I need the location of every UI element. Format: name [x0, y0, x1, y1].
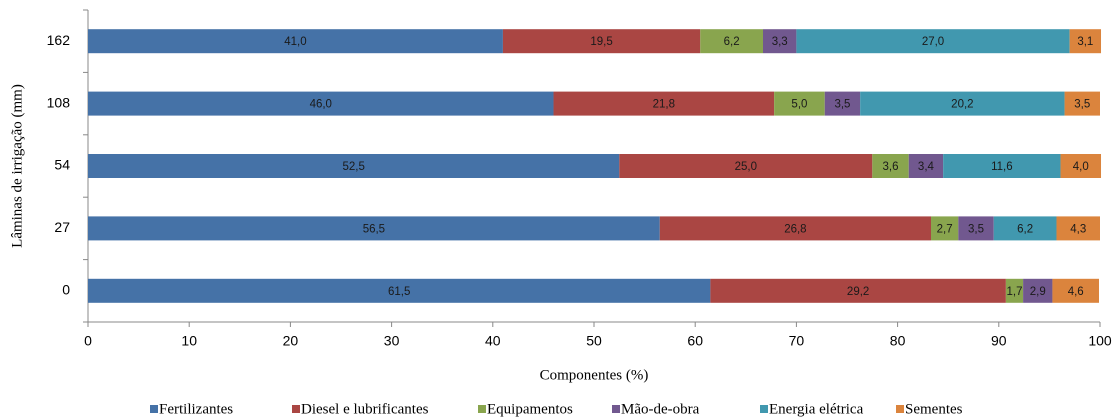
bar-segment: [700, 29, 764, 54]
value-label: 29,2: [847, 286, 869, 298]
value-label: 6,2: [1017, 223, 1033, 235]
bar-segment: [1064, 91, 1100, 116]
value-label: 41,0: [284, 36, 306, 48]
value-label: 20,2: [951, 99, 973, 111]
value-label: 56,5: [363, 223, 385, 235]
legend-swatch: [292, 405, 300, 413]
bar-segment: [710, 278, 1006, 303]
bar-segment: [908, 154, 944, 178]
value-label: 3,3: [772, 36, 788, 48]
bar-segment: [774, 91, 825, 116]
value-label: 2,7: [937, 223, 953, 235]
bar-segment: [659, 216, 931, 241]
bar-segment: [88, 29, 503, 54]
bar-segment: [619, 154, 873, 178]
x-tick-label: 30: [384, 333, 400, 349]
bar-segment: [88, 91, 554, 116]
legend-swatch: [760, 405, 768, 413]
value-label: 6,2: [724, 36, 740, 48]
value-label: 4,0: [1073, 161, 1089, 173]
legend-label: Sementes: [905, 401, 963, 417]
y-tick-label: 108: [47, 94, 71, 110]
bar-segment: [1052, 278, 1099, 303]
value-label: 21,8: [653, 99, 675, 111]
bar-segment: [993, 216, 1057, 241]
x-tick-label: 20: [283, 333, 299, 349]
value-label: 3,5: [968, 223, 984, 235]
bar-segment: [1056, 216, 1100, 241]
value-label: 25,0: [735, 161, 757, 173]
y-tick-label: 27: [54, 219, 70, 235]
x-tick-label: 40: [485, 333, 501, 349]
x-tick-label: 60: [687, 333, 703, 349]
bar-segment: [88, 216, 660, 241]
x-tick-label: 0: [84, 333, 92, 349]
x-tick-label: 70: [789, 333, 805, 349]
value-label: 52,5: [342, 161, 364, 173]
value-label: 26,8: [784, 223, 806, 235]
value-label: 3,6: [883, 161, 899, 173]
value-label: 5,0: [791, 99, 807, 111]
bar-segment: [88, 154, 620, 178]
bar-segment: [88, 278, 711, 303]
x-tick-label: 80: [890, 333, 906, 349]
y-tick-label: 54: [54, 157, 70, 173]
bar-segment: [796, 29, 1070, 54]
legend-swatch: [612, 405, 620, 413]
bar-segment: [502, 29, 701, 54]
bar-segment: [824, 91, 861, 116]
x-tick-label: 90: [991, 333, 1007, 349]
legend-swatch: [478, 405, 486, 413]
bar-segment: [553, 91, 775, 116]
value-label: 3,1: [1077, 36, 1093, 48]
legend-label: Equipamentos: [487, 401, 573, 417]
legend-swatch: [896, 405, 904, 413]
value-label: 27,0: [922, 36, 944, 48]
bar-segment: [763, 29, 797, 54]
y-axis-title: Lâminas de irrigação (mm): [9, 84, 25, 248]
y-tick-label: 162: [47, 32, 71, 48]
x-axis-title: Componentes (%): [540, 367, 649, 383]
value-label: 2,9: [1030, 286, 1046, 298]
bar-segment: [958, 216, 994, 241]
value-label: 19,5: [590, 36, 612, 48]
legend-label: Fertilizantes: [159, 401, 233, 417]
bar-segment: [860, 91, 1065, 116]
value-label: 3,5: [1074, 99, 1090, 111]
bar-segment: [872, 154, 909, 178]
bar-segment: [1060, 154, 1102, 178]
value-label: 1,7: [1006, 286, 1022, 298]
y-tick-label: 0: [62, 282, 70, 298]
value-label: 3,4: [918, 161, 935, 173]
bar-segment: [1023, 278, 1053, 303]
value-label: 46,0: [310, 99, 332, 111]
value-label: 3,5: [834, 99, 850, 111]
bar-segment: [1005, 278, 1024, 303]
bar-segment: [943, 154, 1061, 178]
value-label: 61,5: [388, 286, 410, 298]
legend-swatch: [150, 405, 158, 413]
bar-segment: [1069, 29, 1102, 54]
x-tick-label: 100: [1088, 333, 1112, 349]
x-tick-label: 10: [181, 333, 197, 349]
value-label: 11,6: [991, 161, 1013, 173]
x-tick-label: 50: [586, 333, 602, 349]
legend-label: Energia elétrica: [769, 401, 864, 417]
value-label: 4,3: [1070, 223, 1086, 235]
legend-label: Diesel e lubrificantes: [301, 401, 429, 417]
value-label: 4,6: [1068, 286, 1084, 298]
legend-label: Mão-de-obra: [621, 401, 700, 417]
bar-segment: [930, 216, 959, 241]
